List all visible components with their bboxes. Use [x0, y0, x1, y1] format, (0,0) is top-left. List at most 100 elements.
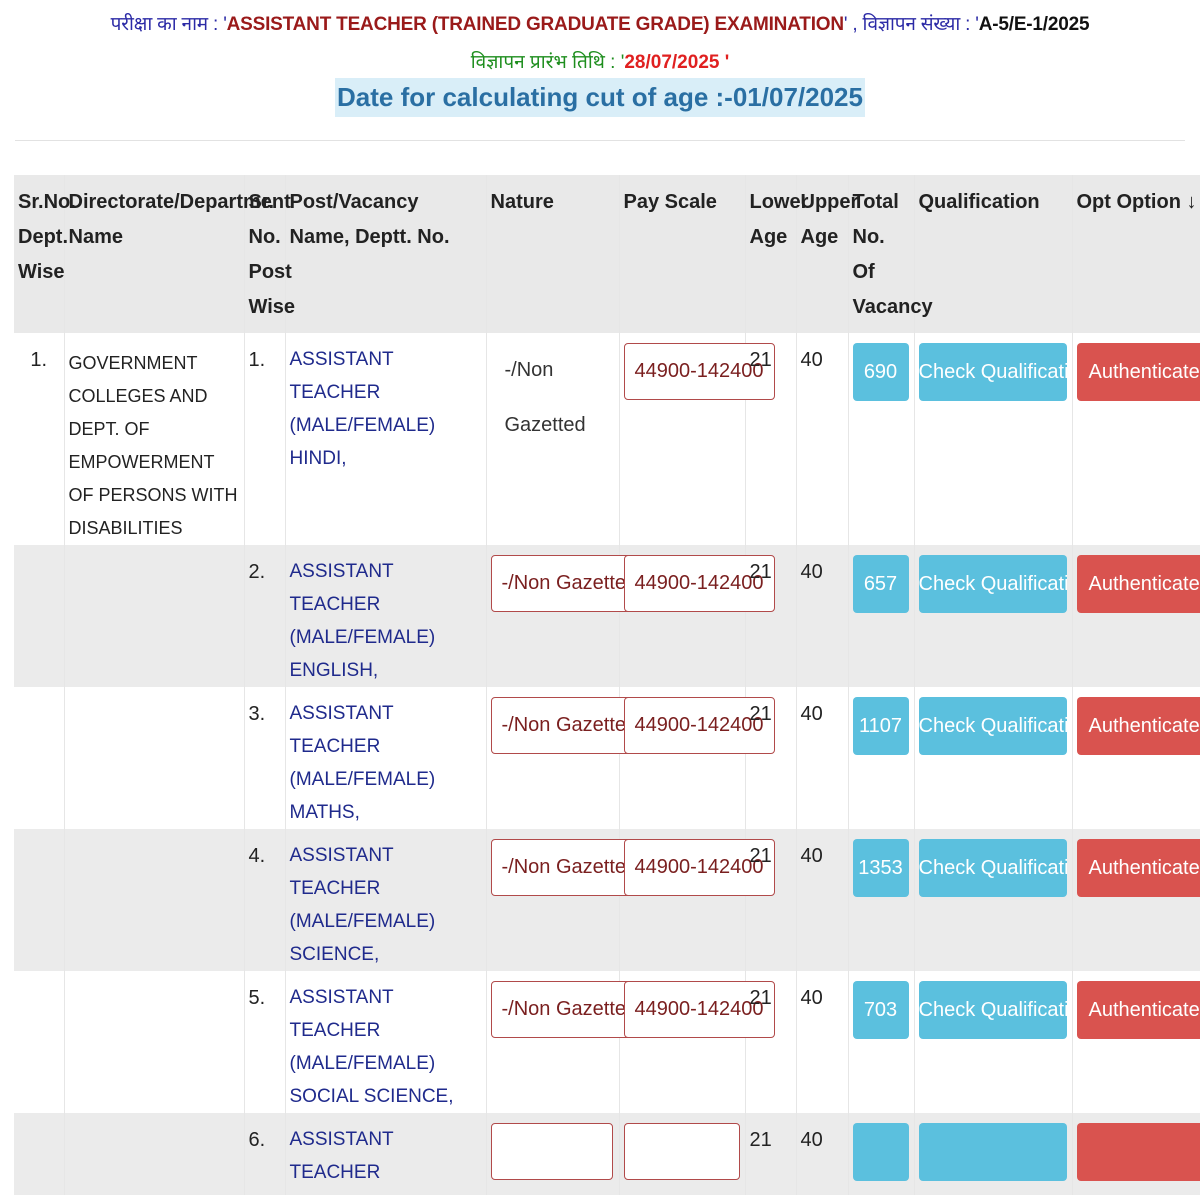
upper-age-cell: 40 [796, 545, 848, 687]
check-qualification-button[interactable]: Check Qualification [919, 697, 1067, 755]
post-sr-cell: 1. [244, 333, 285, 545]
vacancy-button[interactable]: 1107 [853, 697, 909, 755]
vacancy-cell: 1353 [848, 829, 914, 971]
divider [15, 140, 1185, 141]
opt-cell: Authenticate w [1072, 545, 1200, 687]
pay-cell: 44900-142400 [619, 687, 745, 829]
lower-age-cell: 21 [745, 333, 796, 545]
advt-label: ' , विज्ञापन संख्या : ' [844, 14, 979, 35]
dept-sr-cell [14, 1113, 64, 1195]
col-nature: Nature [486, 175, 619, 333]
check-qualification-button[interactable] [919, 1123, 1067, 1181]
check-qualification-button[interactable]: Check Qualification [919, 839, 1067, 897]
dept-sr-cell [14, 687, 64, 829]
pay-cell: 44900-142400 [619, 829, 745, 971]
vacancy-button[interactable] [853, 1123, 909, 1181]
cutoff-date: Date for calculating cut of age :-01/07/… [335, 78, 865, 117]
exam-title-line: परीक्षा का नाम : 'ASSISTANT TEACHER (TRA… [0, 10, 1200, 36]
authenticate-button[interactable]: Authenticate w [1077, 555, 1200, 613]
qualification-cell [914, 1113, 1072, 1195]
pay-cell: 44900-142400 [619, 333, 745, 545]
dept-sr-cell [14, 545, 64, 687]
pay-scale-value [624, 1123, 740, 1180]
check-qualification-button[interactable]: Check Qualification [919, 343, 1067, 401]
qualification-cell: Check Qualification [914, 333, 1072, 545]
dept-sr-cell [14, 971, 64, 1113]
vacancy-button[interactable]: 1353 [853, 839, 909, 897]
nature-cell [486, 1113, 619, 1195]
post-sr-cell: 5. [244, 971, 285, 1113]
table-row: 4. ASSISTANT TEACHER (MALE/FEMALE) SCIEN… [14, 829, 1200, 971]
vacancy-button[interactable]: 690 [853, 343, 909, 401]
col-dept-sr: Sr.No. Dept. Wise [14, 175, 64, 333]
authenticate-button[interactable]: Authenticate w [1077, 981, 1200, 1039]
table-row: 3. ASSISTANT TEACHER (MALE/FEMALE) MATHS… [14, 687, 1200, 829]
table-row: 2. ASSISTANT TEACHER (MALE/FEMALE) ENGLI… [14, 545, 1200, 687]
upper-age-cell: 40 [796, 1113, 848, 1195]
authenticate-button[interactable]: Authenticate w [1077, 343, 1200, 401]
check-qualification-button[interactable]: Check Qualification [919, 981, 1067, 1039]
qualification-cell: Check Qualification [914, 545, 1072, 687]
advt-date-close: ' [725, 52, 730, 73]
vacancy-button[interactable]: 703 [853, 981, 909, 1039]
opt-cell: Authenticate w [1072, 971, 1200, 1113]
lower-age-cell: 21 [745, 1113, 796, 1195]
nature-value [491, 1123, 613, 1180]
vacancy-table: Sr.No. Dept. Wise Directorate/Department… [14, 175, 1200, 1195]
lower-age-cell: 21 [745, 971, 796, 1113]
pay-cell: 44900-142400 [619, 545, 745, 687]
opt-cell: Authenticate w [1072, 687, 1200, 829]
dept-name-cell [64, 545, 244, 687]
col-lower-age: Lower Age [745, 175, 796, 333]
pay-cell: 44900-142400 [619, 971, 745, 1113]
vacancy-cell: 1107 [848, 687, 914, 829]
authenticate-button[interactable]: Authenticate w [1077, 697, 1200, 755]
col-total-vacancy: Total No. Of Vacancy [848, 175, 914, 333]
post-sr-cell: 2. [244, 545, 285, 687]
authenticate-button[interactable]: Authenticate w [1077, 839, 1200, 897]
col-opt-option: Opt Option ↓ [1072, 175, 1200, 333]
dept-sr-cell [14, 829, 64, 971]
authenticate-button[interactable] [1077, 1123, 1200, 1181]
lower-age-cell: 21 [745, 545, 796, 687]
qualification-cell: Check Qualification [914, 971, 1072, 1113]
opt-cell: Authenticate w [1072, 829, 1200, 971]
table-row: 6. ASSISTANT TEACHER 21 40 [14, 1113, 1200, 1195]
col-pay-scale: Pay Scale [619, 175, 745, 333]
advt-number: A-5/E-1/2025 [979, 14, 1090, 35]
advt-date-label: विज्ञापन प्रारंभ तिथि : ' [471, 52, 625, 73]
dept-name-cell: GOVERNMENT COLLEGES AND DEPT. OF EMPOWER… [64, 333, 244, 545]
vacancy-cell: 703 [848, 971, 914, 1113]
dept-name-cell [64, 687, 244, 829]
table-row: 1. GOVERNMENT COLLEGES AND DEPT. OF EMPO… [14, 333, 1200, 545]
post-name-cell: ASSISTANT TEACHER [285, 1113, 486, 1195]
table-header-row: Sr.No. Dept. Wise Directorate/Department… [14, 175, 1200, 333]
post-name-cell: ASSISTANT TEACHER (MALE/FEMALE) HINDI, [285, 333, 486, 545]
vacancy-cell: 657 [848, 545, 914, 687]
nature-cell: -/Non Gazetted [486, 829, 619, 971]
vacancy-button[interactable]: 657 [853, 555, 909, 613]
col-dept-name: Directorate/Department Name [64, 175, 244, 333]
nature-cell: -/Non Gazetted [486, 971, 619, 1113]
upper-age-cell: 40 [796, 829, 848, 971]
table-row: 5. ASSISTANT TEACHER (MALE/FEMALE) SOCIA… [14, 971, 1200, 1113]
opt-cell: Authenticate w [1072, 333, 1200, 545]
post-sr-cell: 3. [244, 687, 285, 829]
upper-age-cell: 40 [796, 687, 848, 829]
dept-name-cell [64, 829, 244, 971]
nature-value: -/Non Gazetted [491, 343, 615, 398]
check-qualification-button[interactable]: Check Qualification [919, 555, 1067, 613]
qualification-cell: Check Qualification [914, 829, 1072, 971]
cutoff-line: Date for calculating cut of age :-01/07/… [0, 78, 1200, 117]
post-name-cell: ASSISTANT TEACHER (MALE/FEMALE) ENGLISH, [285, 545, 486, 687]
col-qualification: Qualification [914, 175, 1072, 333]
opt-cell [1072, 1113, 1200, 1195]
col-post-name: Post/Vacancy Name, Deptt. No. [285, 175, 486, 333]
upper-age-cell: 40 [796, 971, 848, 1113]
lower-age-cell: 21 [745, 687, 796, 829]
post-name-cell: ASSISTANT TEACHER (MALE/FEMALE) SOCIAL S… [285, 971, 486, 1113]
nature-cell: -/Non Gazetted [486, 333, 619, 545]
lower-age-cell: 21 [745, 829, 796, 971]
nature-cell: -/Non Gazetted [486, 687, 619, 829]
dept-name-cell [64, 971, 244, 1113]
